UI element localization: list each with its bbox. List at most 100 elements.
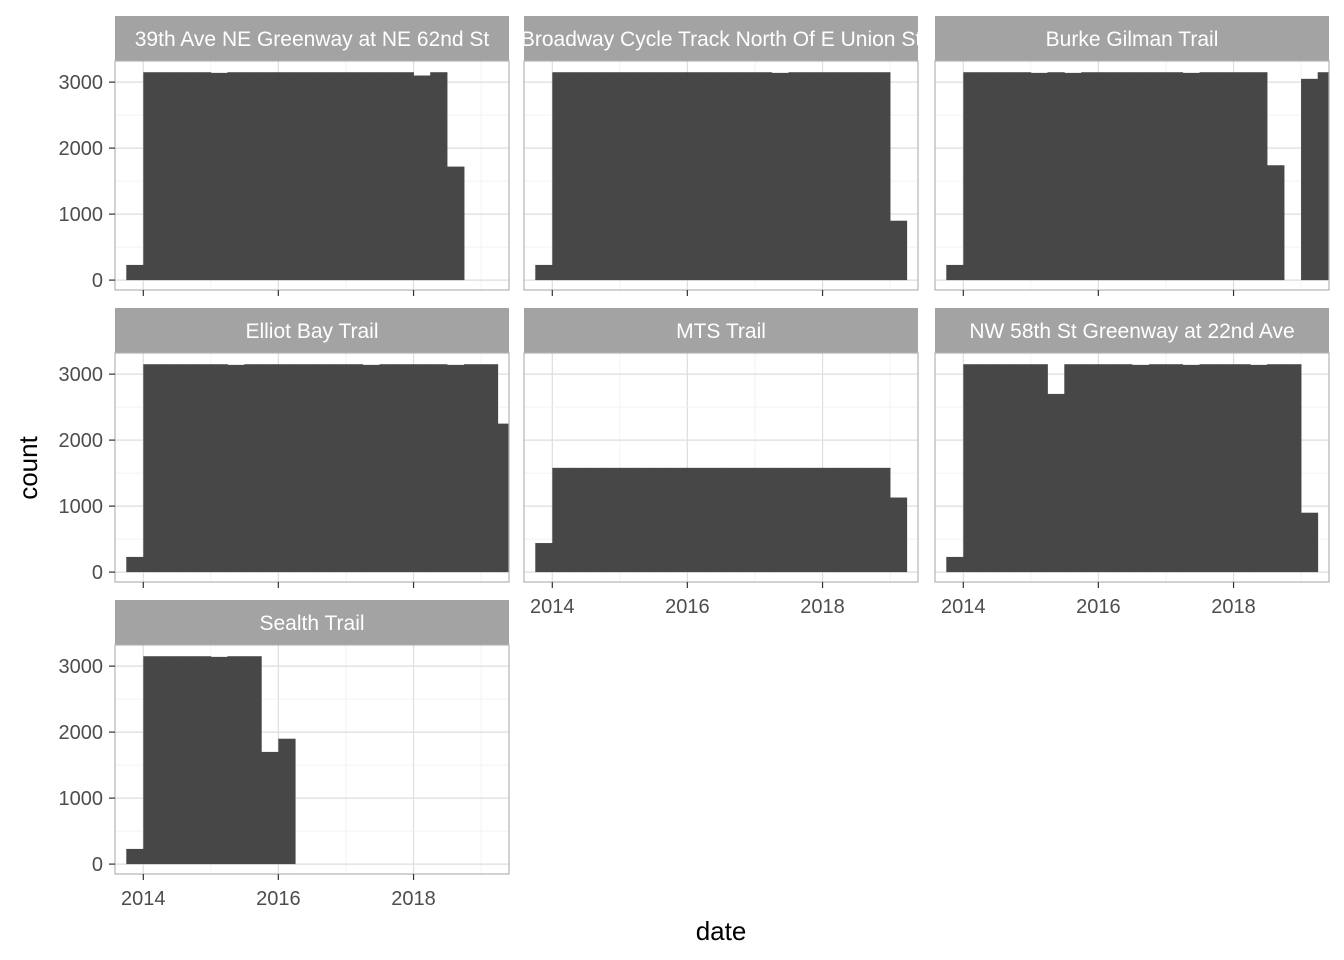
facet-label: Burke Gilman Trail	[1046, 28, 1219, 51]
histogram-bar	[619, 72, 637, 281]
histogram-bar	[227, 364, 245, 573]
histogram-bar	[1149, 72, 1167, 281]
histogram-bar	[1267, 364, 1285, 573]
y-tick-label: 3000	[59, 72, 104, 94]
histogram-bar	[193, 72, 212, 281]
histogram-bar	[261, 72, 279, 281]
facet-label: Sealth Trail	[259, 612, 364, 635]
y-tick-label: 3000	[59, 364, 104, 386]
histogram-bar	[602, 72, 621, 281]
facet-strip	[115, 308, 509, 353]
histogram-bar	[1098, 72, 1116, 281]
histogram-bar	[1166, 364, 1184, 573]
y-tick-label: 1000	[59, 496, 104, 518]
x-tick-label: 2014	[941, 596, 986, 618]
histogram-bar	[396, 364, 414, 573]
panel-border	[934, 352, 1330, 583]
histogram-bar	[497, 423, 509, 573]
histogram-bar	[1317, 72, 1329, 281]
x-tick-label: 2018	[1211, 596, 1256, 618]
histogram-bar	[447, 364, 465, 573]
histogram-bar	[1216, 72, 1234, 281]
histogram-bar	[687, 72, 705, 281]
histogram-bar	[704, 72, 722, 281]
facet-label: MTS Trail	[676, 320, 766, 343]
histogram-bar	[755, 467, 773, 573]
histogram-bar	[346, 72, 364, 281]
x-tick-label: 2016	[1076, 596, 1121, 618]
histogram-bar	[1199, 364, 1217, 573]
histogram-bar	[1182, 72, 1200, 281]
facet-strip	[524, 308, 918, 353]
histogram-bar	[946, 264, 964, 281]
histogram-bar	[481, 364, 499, 573]
histogram-bar	[312, 72, 330, 281]
facet-strip	[115, 600, 509, 645]
histogram-bar	[244, 72, 262, 281]
histogram-bar	[193, 656, 212, 865]
histogram-bar	[1233, 364, 1251, 573]
histogram-bar	[552, 72, 570, 281]
histogram-bar	[653, 72, 671, 281]
y-tick-label: 0	[92, 854, 103, 876]
histogram-bar	[1047, 393, 1065, 573]
histogram-bar	[979, 72, 998, 281]
facet-strip	[115, 16, 509, 61]
histogram-bar	[295, 72, 313, 281]
histogram-bar	[1267, 165, 1285, 281]
histogram-bar	[636, 72, 654, 281]
facet-strip	[935, 308, 1329, 353]
histogram-bar	[1013, 72, 1032, 281]
x-tick-label: 2014	[530, 596, 575, 618]
histogram-bar	[721, 72, 739, 281]
histogram-bar	[1182, 364, 1200, 573]
histogram-bar	[805, 72, 823, 281]
histogram-bar	[738, 72, 756, 281]
histogram-bar	[1064, 364, 1082, 573]
histogram-bar	[585, 72, 604, 281]
histogram-bar	[670, 72, 688, 281]
histogram-bar	[176, 72, 195, 281]
histogram-bar	[738, 467, 756, 573]
histogram-bar	[244, 656, 262, 865]
facet-panel: NW 58th St Greenway at 22nd Ave	[934, 308, 1330, 583]
histogram-bar	[159, 72, 178, 281]
panel-border	[934, 60, 1330, 291]
facet-panel: Sealth Trail 0 1000 2000 3000	[59, 600, 510, 876]
histogram-bar	[946, 556, 964, 573]
histogram-bar	[210, 364, 228, 573]
x-tick-label: 2018	[800, 596, 845, 618]
facet-label: 39th Ave NE Greenway at NE 62nd St	[135, 28, 490, 51]
histogram-bar	[788, 467, 806, 573]
histogram-bar	[996, 364, 1015, 573]
histogram-bar	[1115, 72, 1133, 281]
histogram-bar	[1132, 72, 1150, 281]
histogram-bar	[362, 364, 380, 573]
histogram-bar	[396, 72, 414, 281]
histogram-bar	[126, 848, 144, 865]
histogram-bar	[362, 72, 380, 281]
histogram-bar	[704, 467, 722, 573]
histogram-bar	[1047, 72, 1065, 281]
histogram-bar	[1301, 78, 1319, 281]
facet-strip	[935, 16, 1329, 61]
histogram-bar	[1199, 72, 1217, 281]
x-axes: 2014 2016 2018 2014 2016 2018 2014 2016 2018	[121, 290, 1256, 910]
facet-panel: MTS Trail	[523, 308, 919, 583]
histogram-bar	[295, 364, 313, 573]
histogram-bar	[619, 467, 637, 573]
histogram-bar	[1301, 512, 1319, 573]
x-tick-label: 2018	[391, 888, 436, 910]
histogram-bar	[568, 467, 587, 573]
histogram-bar	[1115, 364, 1133, 573]
histogram-bar	[329, 364, 347, 573]
histogram-bar	[856, 72, 874, 281]
facet-panel: Burke Gilman Trail	[934, 16, 1330, 291]
histogram-bar	[568, 72, 587, 281]
histogram-bar	[873, 467, 891, 573]
y-tick-label: 2000	[59, 430, 104, 452]
y-tick-label: 2000	[59, 722, 104, 744]
y-tick-label: 3000	[59, 656, 104, 678]
facet-panel: Broadway Cycle Track North Of E Union St	[523, 16, 919, 291]
